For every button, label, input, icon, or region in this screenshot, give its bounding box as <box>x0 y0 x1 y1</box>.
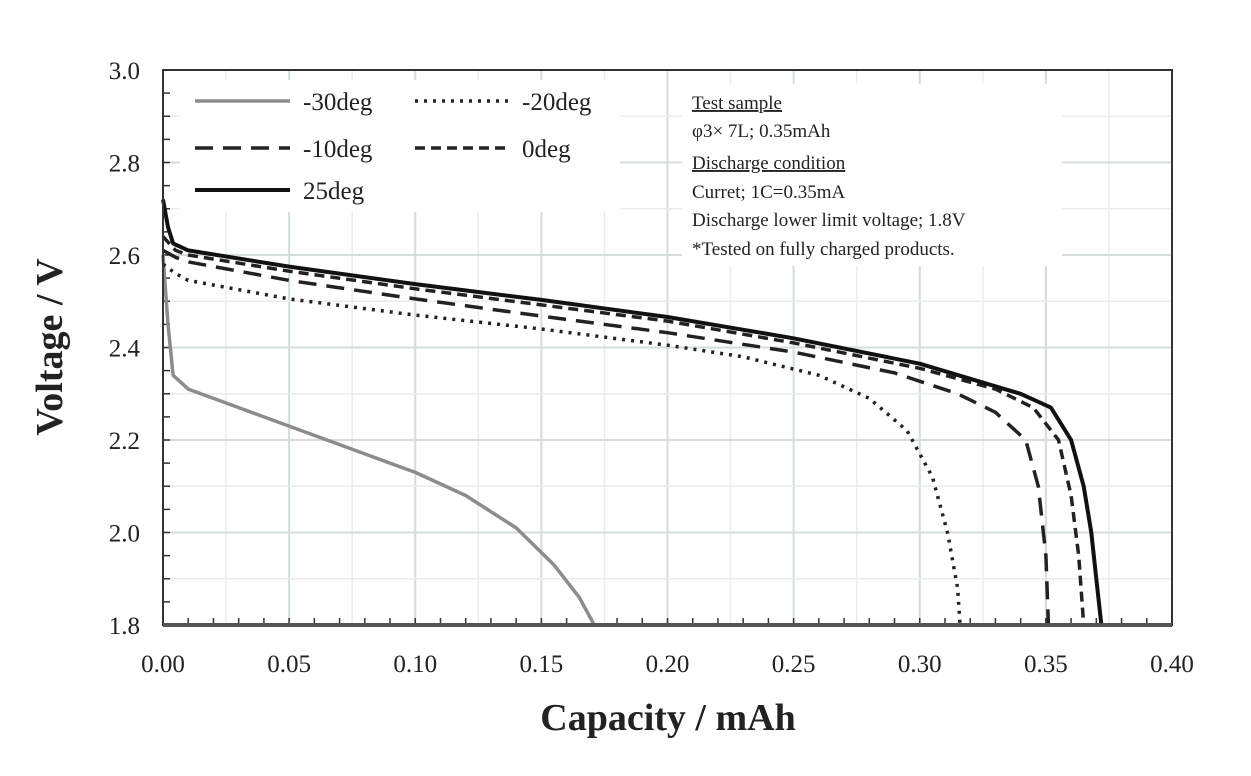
series-line-minus30deg <box>161 254 596 626</box>
annotation-current: Curret; 1C=0.35mA <box>692 182 845 203</box>
annotation-heading-test-sample: Test sample <box>692 93 782 114</box>
y-tick-label: 2.2 <box>109 428 140 455</box>
legend-label-25: 25deg <box>303 178 365 205</box>
x-tick-label: 0.15 <box>520 651 564 678</box>
x-tick-label: 0.35 <box>1024 651 1068 678</box>
series-line-0deg <box>161 235 1086 626</box>
annotation-sample-spec: φ3× 7L; 0.35mAh <box>692 121 831 142</box>
annotation-lower-limit: Discharge lower limit voltage; 1.8V <box>692 210 966 231</box>
x-tick-label: 0.20 <box>646 651 690 678</box>
series-line-minus20deg <box>161 262 962 626</box>
x-tick-label: 0.30 <box>898 651 942 678</box>
y-tick-label: 3.0 <box>109 58 140 85</box>
x-tick-label: 0.00 <box>141 651 185 678</box>
legend-label-minus30: -30deg <box>303 89 373 116</box>
legend-label-0: 0deg <box>522 136 571 163</box>
series-line-25deg <box>161 199 1104 626</box>
x-tick-label: 0.25 <box>772 651 816 678</box>
annotation: Test sample φ3× 7L; 0.35mAh Discharge co… <box>692 93 966 260</box>
y-axis-label: Voltage / V <box>29 258 71 436</box>
legend-label-minus20: -20deg <box>522 89 592 116</box>
annotation-heading-discharge: Discharge condition <box>692 153 846 174</box>
annotation-box <box>682 84 1062 266</box>
x-tick-label: 0.05 <box>267 651 311 678</box>
legend: -30deg -20deg -10deg 0deg 25deg <box>195 89 592 205</box>
annotation-note: *Tested on fully charged products. <box>692 239 955 260</box>
series-line-minus10deg <box>162 248 1051 626</box>
series-lines <box>161 199 1104 626</box>
y-tick-label: 2.4 <box>109 336 141 363</box>
legend-label-minus10: -10deg <box>303 136 373 163</box>
y-tick-labels: 1.8 2.0 2.2 2.4 2.6 2.8 3.0 <box>109 58 141 640</box>
y-tick-label: 1.8 <box>109 613 140 640</box>
x-tick-label: 0.10 <box>393 651 437 678</box>
x-tick-labels: 0.00 0.05 0.10 0.15 0.20 0.25 0.30 0.35 0.40 <box>141 651 1194 678</box>
x-tick-label: 0.40 <box>1150 651 1194 678</box>
x-axis-label: Capacity / mAh <box>540 697 795 739</box>
y-tick-label: 2.6 <box>109 243 140 270</box>
y-tick-label: 2.8 <box>109 151 140 178</box>
y-tick-label: 2.0 <box>109 521 140 548</box>
